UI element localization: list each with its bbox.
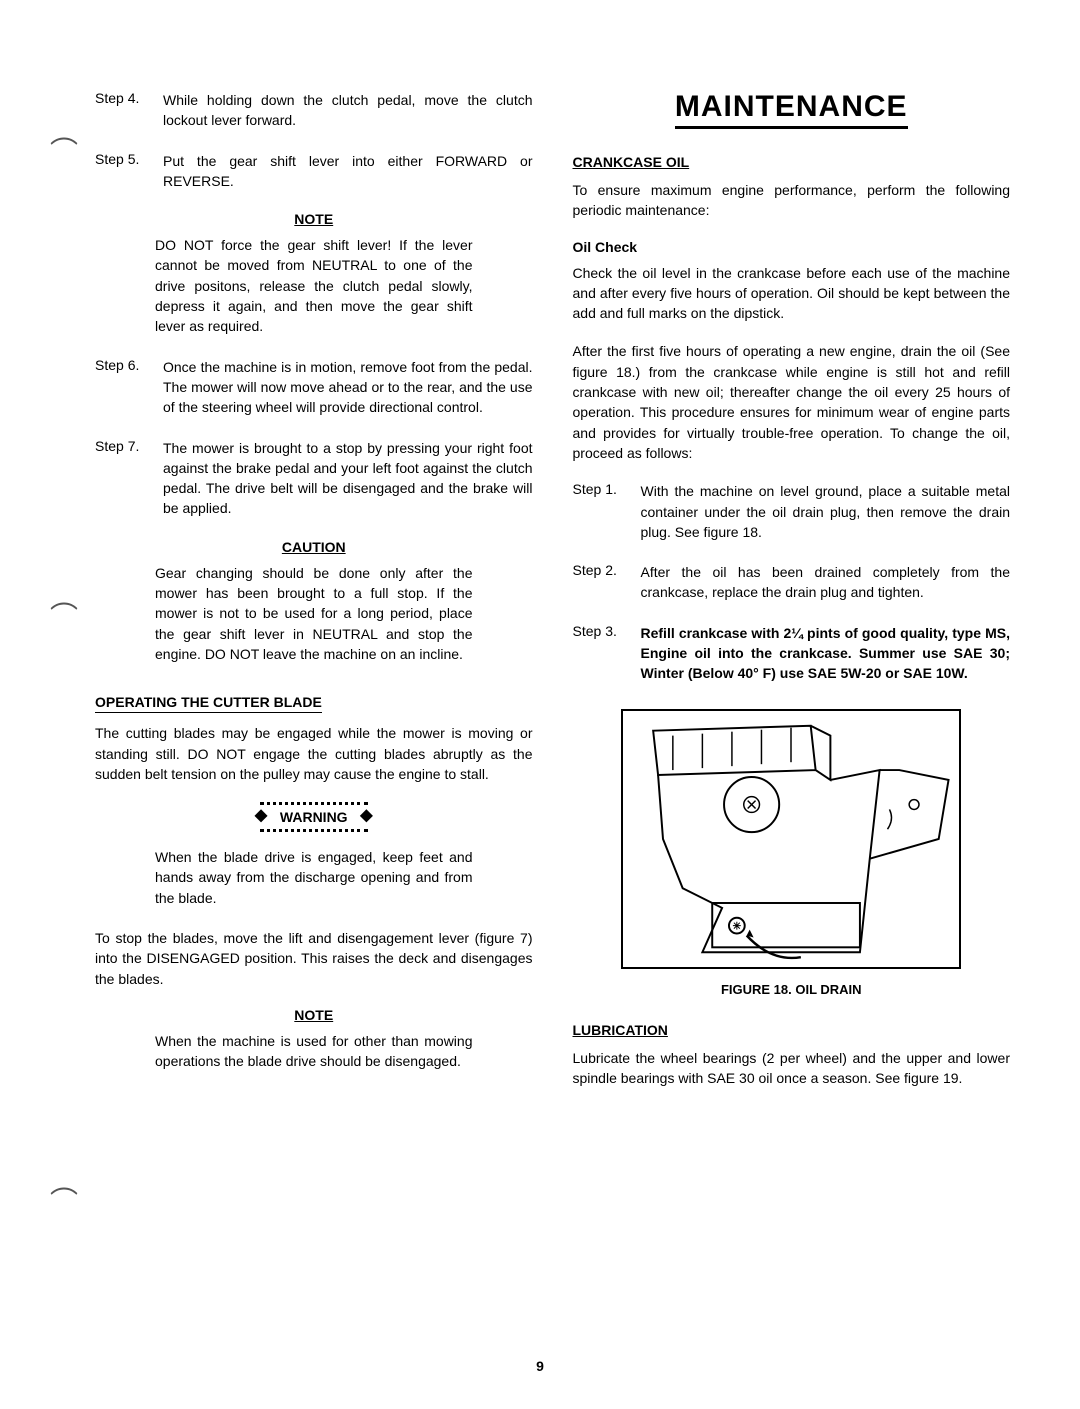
step-5: Step 5. Put the gear shift lever into ei… — [95, 151, 533, 192]
left-column: Step 4. While holding down the clutch pe… — [95, 90, 533, 1106]
caution-heading: CAUTION — [95, 539, 533, 555]
crankcase-heading: CRANKCASE OIL — [573, 154, 1011, 170]
lubrication-text: Lubricate the wheel bearings (2 per whee… — [573, 1048, 1011, 1089]
step-5-label: Step 5. — [95, 151, 163, 192]
cutter-heading-text: OPERATING THE CUTTER BLADE — [95, 694, 322, 713]
warning-box: WARNING — [95, 802, 533, 832]
right-step-1-text: With the machine on level ground, place … — [641, 481, 1011, 542]
note-1-heading: NOTE — [95, 211, 533, 227]
step-6: Step 6. Once the machine is in motion, r… — [95, 357, 533, 418]
oil-check-p1: Check the oil level in the crankcase bef… — [573, 263, 1011, 324]
page-content: Step 4. While holding down the clutch pe… — [95, 90, 1010, 1106]
caution-text: Gear changing should be done only after … — [95, 563, 533, 664]
right-step-1: Step 1. With the machine on level ground… — [573, 481, 1011, 542]
right-step-2: Step 2. After the oil has been drained c… — [573, 562, 1011, 603]
step-4: Step 4. While holding down the clutch pe… — [95, 90, 533, 131]
right-step-3-text: Refill crankcase with 2¼ pints of good q… — [641, 623, 1011, 684]
crankcase-intro: To ensure maximum engine performance, pe… — [573, 180, 1011, 221]
warning-label: WARNING — [260, 802, 368, 832]
cutter-heading: OPERATING THE CUTTER BLADE — [95, 694, 533, 713]
step-7-label: Step 7. — [95, 438, 163, 519]
title-wrapper: MAINTENANCE — [573, 90, 1011, 154]
oil-drain-diagram — [621, 709, 961, 969]
step-4-label: Step 4. — [95, 90, 163, 131]
note-2-heading: NOTE — [95, 1007, 533, 1023]
page-number: 9 — [536, 1358, 544, 1374]
step-6-label: Step 6. — [95, 357, 163, 418]
note-2-text: When the machine is used for other than … — [95, 1031, 533, 1072]
scan-artifact-1: ⌒ — [50, 130, 78, 170]
step-7-text: The mower is brought to a stop by pressi… — [163, 438, 533, 519]
cutter-p2: To stop the blades, move the lift and di… — [95, 928, 533, 989]
right-column: MAINTENANCE CRANKCASE OIL To ensure maxi… — [573, 90, 1011, 1106]
oil-check-heading: Oil Check — [573, 239, 1011, 255]
step-5-text: Put the gear shift lever into either FOR… — [163, 151, 533, 192]
right-step-1-label: Step 1. — [573, 481, 641, 542]
step-7: Step 7. The mower is brought to a stop b… — [95, 438, 533, 519]
main-title: MAINTENANCE — [675, 90, 908, 129]
warning-text: When the blade drive is engaged, keep fe… — [95, 847, 533, 908]
right-step-2-label: Step 2. — [573, 562, 641, 603]
figure-18-caption: FIGURE 18. OIL DRAIN — [573, 982, 1011, 997]
step-6-text: Once the machine is in motion, remove fo… — [163, 357, 533, 418]
oil-check-p2: After the first five hours of operating … — [573, 341, 1011, 463]
right-step-3: Step 3. Refill crankcase with 2¼ pints o… — [573, 623, 1011, 684]
note-1-text: DO NOT force the gear shift lever! If th… — [95, 235, 533, 336]
right-step-3-label: Step 3. — [573, 623, 641, 684]
figure-18: FIGURE 18. OIL DRAIN — [573, 709, 1011, 997]
scan-artifact-3: ⌒ — [50, 1180, 78, 1220]
scan-artifact-2: ⌒ — [50, 595, 78, 635]
lubrication-heading: LUBRICATION — [573, 1022, 1011, 1038]
step-4-text: While holding down the clutch pedal, mov… — [163, 90, 533, 131]
right-step-2-text: After the oil has been drained completel… — [641, 562, 1011, 603]
cutter-p1: The cutting blades may be engaged while … — [95, 723, 533, 784]
